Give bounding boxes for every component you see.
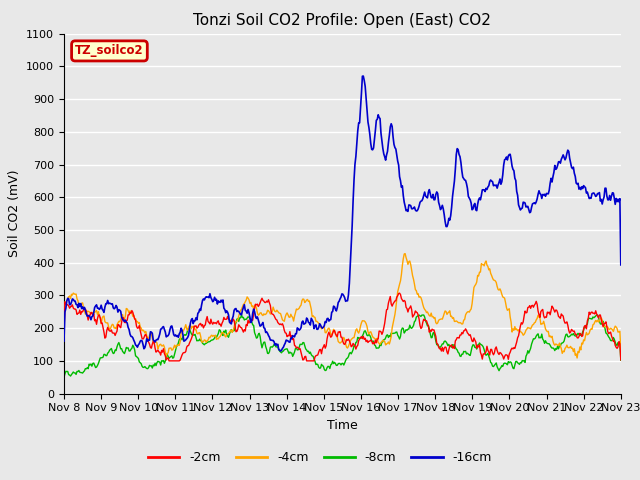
Legend: -2cm, -4cm, -8cm, -16cm: -2cm, -4cm, -8cm, -16cm [143, 446, 497, 469]
Text: TZ_soilco2: TZ_soilco2 [75, 44, 144, 58]
Y-axis label: Soil CO2 (mV): Soil CO2 (mV) [8, 170, 20, 257]
Title: Tonzi Soil CO2 Profile: Open (East) CO2: Tonzi Soil CO2 Profile: Open (East) CO2 [193, 13, 492, 28]
X-axis label: Time: Time [327, 419, 358, 432]
